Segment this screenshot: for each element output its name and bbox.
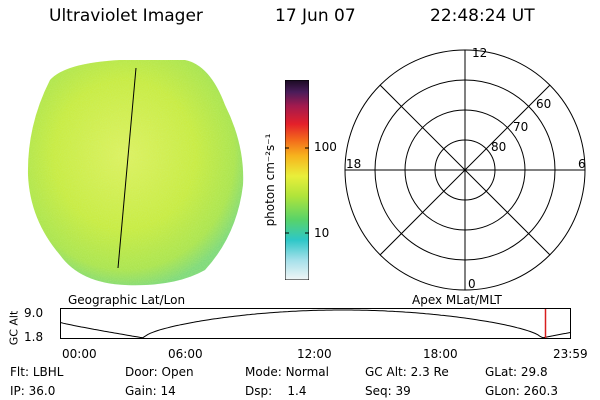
colorbar-label: photon cm⁻²s⁻¹ (263, 133, 277, 227)
colorbar-tick-100: 100 (314, 140, 337, 154)
info-glon: GLon: 260.3 (485, 384, 558, 398)
polar-label-6: 6 (578, 157, 586, 171)
polar-label-70: 70 (513, 120, 529, 134)
info-dsp: Dsp: 1.4 (245, 384, 307, 398)
info-seq: Seq: 39 (365, 384, 411, 398)
polar-label-80: 80 (491, 140, 507, 154)
info-gain: Gain: 14 (125, 384, 176, 398)
colorbar (285, 80, 309, 280)
polar-label-18: 18 (346, 157, 362, 171)
colorbar-tick-10: 10 (314, 226, 330, 240)
time-label: 22:48:24 UT (430, 6, 535, 26)
app-title: Ultraviolet Imager (49, 6, 203, 26)
polar-label-0: 0 (468, 277, 476, 291)
orbit-xtick-0: 00:00 (62, 347, 97, 361)
orbit-xtick-2: 12:00 (297, 347, 332, 361)
orbit-ylabel: GC Alt (7, 310, 21, 346)
orbit-xtick-4: 23:59 (553, 347, 588, 361)
info-gc-alt: GC Alt: 2.3 Re (365, 365, 449, 379)
date-label: 17 Jun 07 (275, 6, 356, 26)
uv-earth-image (27, 60, 244, 286)
orbit-plot (60, 308, 572, 339)
terminator-line (117, 67, 137, 269)
polar-plot (344, 49, 586, 291)
left-image-caption: Geographic Lat/Lon (68, 293, 186, 307)
info-flt: Flt: LBHL (10, 365, 64, 379)
polar-label-12: 12 (472, 46, 488, 60)
orbit-xtick-1: 06:00 (168, 347, 203, 361)
orbit-ytick-high: 9.0 (24, 306, 44, 320)
orbit-ytick-low: 1.8 (24, 330, 44, 344)
right-image-caption: Apex MLat/MLT (412, 293, 502, 307)
info-glat: GLat: 29.8 (485, 365, 548, 379)
info-door: Door: Open (125, 365, 194, 379)
info-ip: IP: 36.0 (10, 384, 56, 398)
polar-label-60: 60 (536, 97, 552, 111)
orbit-xtick-3: 18:00 (423, 347, 458, 361)
orbit-altitude-curve (60, 309, 572, 339)
info-mode: Mode: Normal (245, 365, 329, 379)
